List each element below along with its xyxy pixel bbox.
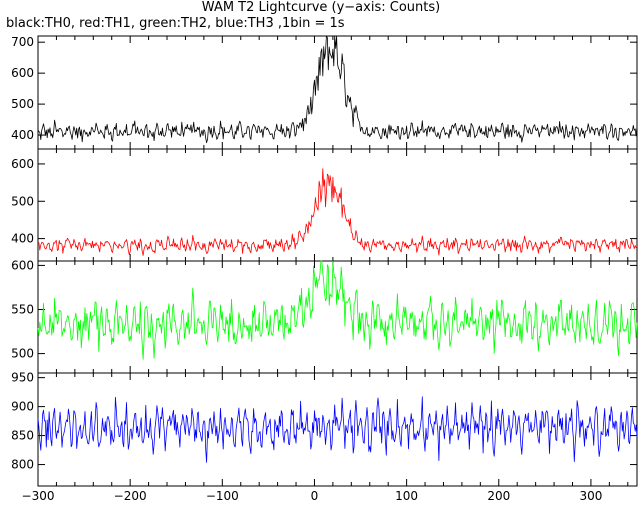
y-tick-label: 400 [11, 128, 34, 142]
x-tick-label: −100 [206, 489, 239, 503]
x-tick-label: 100 [395, 489, 418, 503]
y-tick-label: 950 [11, 371, 34, 385]
chart-subtitle: black:TH0, red:TH1, green:TH2, blue:TH3 … [6, 16, 345, 31]
x-tick-label: 300 [579, 489, 602, 503]
y-tick-label: 700 [11, 35, 34, 49]
series-line-th2 [37, 260, 638, 360]
y-tick-label: 800 [11, 458, 34, 472]
y-tick-label: 600 [11, 157, 34, 171]
panel-frame-th3 [37, 372, 638, 487]
y-tick-label: 850 [11, 429, 34, 443]
x-tick-label: −300 [22, 489, 55, 503]
y-tick-label: 900 [11, 400, 34, 414]
series-line-th1 [37, 168, 638, 256]
y-tick-label: 550 [11, 303, 34, 317]
x-tick-label: 200 [487, 489, 510, 503]
y-tick-label: 500 [11, 347, 34, 361]
series-line-th3 [37, 396, 638, 463]
y-tick-label: 500 [11, 97, 34, 111]
x-tick-label: −200 [114, 489, 147, 503]
y-tick-label: 400 [11, 232, 34, 246]
chart-title: WAM T2 Lightcurve (y−axis: Counts) [201, 0, 441, 15]
series-line-th0 [37, 35, 638, 144]
y-tick-label: 600 [11, 258, 34, 272]
y-tick-label: 600 [11, 66, 34, 80]
x-tick-label: 0 [311, 489, 319, 503]
y-tick-label: 500 [11, 194, 34, 208]
